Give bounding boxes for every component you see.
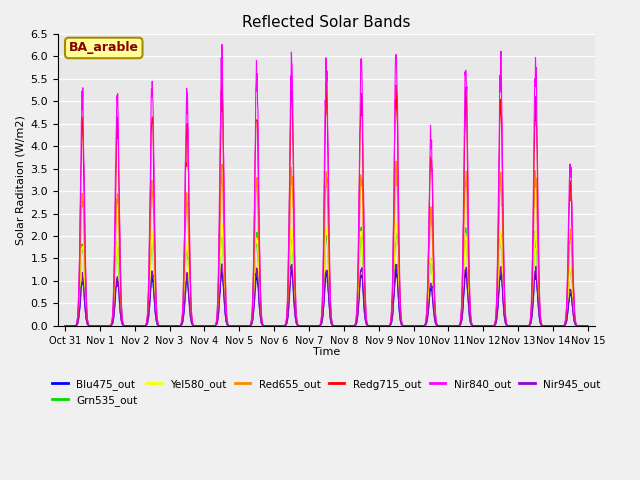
Redg715_out: [522, 323, 530, 329]
Yel580_out: [584, 323, 592, 329]
Redg715_out: [584, 323, 592, 329]
Red655_out: [476, 323, 484, 329]
Red655_out: [522, 323, 530, 329]
Nir945_out: [61, 323, 69, 329]
Nir945_out: [408, 323, 415, 329]
Yel580_out: [236, 323, 244, 329]
Blu475_out: [236, 323, 244, 329]
Grn535_out: [177, 322, 185, 328]
Redg715_out: [177, 321, 185, 326]
Nir840_out: [476, 323, 484, 329]
Red655_out: [236, 323, 244, 329]
Nir945_out: [236, 323, 244, 329]
Red655_out: [164, 323, 172, 329]
Nir840_out: [61, 323, 69, 329]
Blu475_out: [476, 323, 484, 329]
Redg715_out: [408, 323, 415, 329]
Line: Nir840_out: Nir840_out: [65, 45, 588, 326]
Nir945_out: [522, 323, 530, 329]
Yel580_out: [408, 323, 415, 329]
Grn535_out: [476, 323, 484, 329]
Nir840_out: [584, 323, 592, 329]
Blu475_out: [522, 323, 530, 329]
Legend: Blu475_out, Grn535_out, Yel580_out, Red655_out, Redg715_out, Nir840_out, Nir945_: Blu475_out, Grn535_out, Yel580_out, Red6…: [48, 375, 605, 410]
Text: BA_arable: BA_arable: [68, 41, 139, 54]
Grn535_out: [357, 224, 365, 230]
Line: Red655_out: Red655_out: [65, 161, 588, 326]
Line: Nir945_out: Nir945_out: [65, 264, 588, 326]
Yel580_out: [522, 323, 530, 329]
Red655_out: [584, 323, 592, 329]
Blu475_out: [61, 323, 69, 329]
Nir840_out: [522, 323, 530, 329]
Red655_out: [61, 323, 69, 329]
Yel580_out: [164, 323, 172, 329]
Red655_out: [408, 323, 415, 329]
Line: Grn535_out: Grn535_out: [65, 227, 588, 326]
Nir945_out: [177, 323, 185, 328]
Redg715_out: [61, 323, 69, 329]
Blu475_out: [392, 264, 400, 270]
Redg715_out: [164, 323, 172, 329]
Yel580_out: [61, 323, 69, 329]
Red655_out: [392, 158, 400, 164]
Redg715_out: [476, 323, 484, 329]
Red655_out: [177, 322, 185, 327]
X-axis label: Time: Time: [313, 347, 340, 357]
Grn535_out: [61, 323, 69, 329]
Line: Blu475_out: Blu475_out: [65, 267, 588, 326]
Nir840_out: [218, 42, 226, 48]
Line: Yel580_out: Yel580_out: [65, 223, 588, 326]
Redg715_out: [236, 323, 244, 329]
Nir945_out: [218, 261, 226, 267]
Title: Reflected Solar Bands: Reflected Solar Bands: [242, 15, 411, 30]
Line: Redg715_out: Redg715_out: [65, 75, 588, 326]
Yel580_out: [476, 323, 484, 329]
Nir945_out: [164, 323, 172, 329]
Yel580_out: [392, 220, 400, 226]
Grn535_out: [522, 323, 530, 329]
Yel580_out: [177, 322, 185, 328]
Redg715_out: [218, 72, 226, 78]
Nir840_out: [164, 323, 172, 329]
Blu475_out: [164, 323, 172, 329]
Nir840_out: [408, 323, 415, 329]
Grn535_out: [236, 323, 244, 329]
Nir840_out: [236, 323, 244, 329]
Y-axis label: Solar Raditaion (W/m2): Solar Raditaion (W/m2): [15, 115, 25, 245]
Grn535_out: [164, 323, 172, 329]
Nir945_out: [584, 323, 592, 329]
Grn535_out: [408, 323, 415, 329]
Blu475_out: [177, 323, 185, 328]
Nir840_out: [177, 320, 185, 326]
Nir945_out: [476, 323, 484, 329]
Grn535_out: [584, 323, 592, 329]
Blu475_out: [584, 323, 592, 329]
Blu475_out: [408, 323, 415, 329]
